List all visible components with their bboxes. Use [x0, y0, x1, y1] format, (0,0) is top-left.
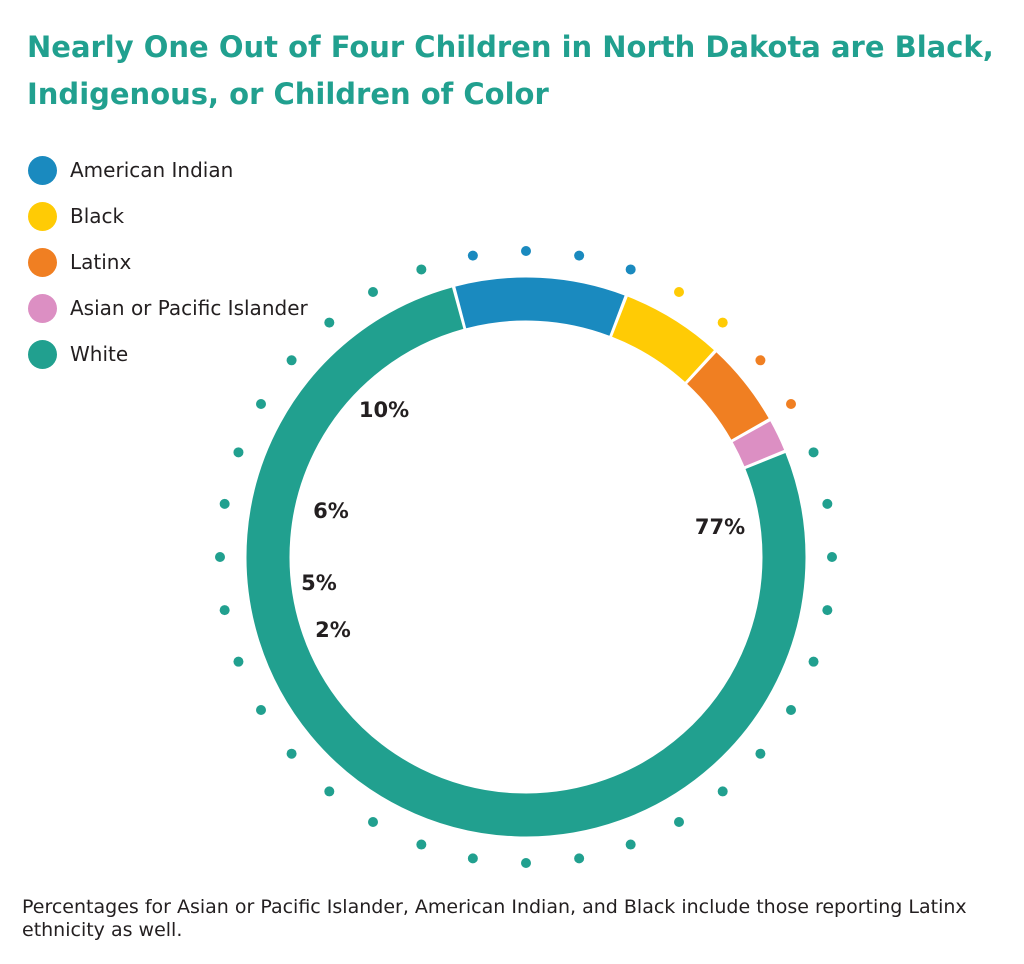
decorative-dot: [215, 552, 225, 562]
decorative-dot: [786, 705, 796, 715]
decorative-dot: [822, 605, 833, 616]
decorative-dot: [286, 355, 297, 366]
legend-label-black: Black: [70, 204, 125, 228]
decorative-dot: [219, 498, 230, 509]
decorative-dot: [256, 399, 266, 409]
decorative-dot: [755, 355, 766, 366]
decorative-dot: [625, 264, 636, 275]
decorative-dot: [574, 250, 585, 261]
legend-label-american-indian: American Indian: [70, 158, 234, 182]
legend-item-white: White: [28, 331, 308, 377]
decorative-dot: [755, 748, 766, 759]
slice-labels: 10% 6% 5% 2% 77%: [301, 398, 745, 642]
legend-swatch-black: [28, 201, 57, 231]
decorative-dot: [233, 656, 244, 667]
donut-slices: [246, 277, 806, 837]
footnote: Percentages for Asian or Pacific Islande…: [22, 896, 967, 941]
slice-asian-or-pacific-islander: [732, 421, 785, 467]
slice-latinx: [686, 352, 769, 441]
legend-swatch-white: [28, 339, 57, 369]
decorative-dot: [324, 317, 335, 328]
decorative-dot: [416, 839, 427, 850]
slice-black: [611, 296, 714, 383]
decorative-dot: [574, 853, 585, 864]
slice-label-asian-pacific-islander: 2%: [315, 618, 351, 642]
decorative-dot: [827, 552, 837, 562]
legend-label-latinx: Latinx: [70, 250, 132, 274]
legend-swatch-american-indian: [28, 155, 57, 185]
decorative-dot-ring: [215, 246, 837, 868]
decorative-dot: [324, 786, 335, 797]
decorative-dot: [717, 317, 728, 328]
decorative-dot: [368, 287, 378, 297]
chart-legend: American Indian Black Latinx Asian or Pa…: [28, 147, 308, 377]
decorative-dot: [625, 839, 636, 850]
decorative-dot: [219, 605, 230, 616]
decorative-dot: [674, 817, 684, 827]
decorative-dot: [786, 399, 796, 409]
legend-item-asian-pacific-islander: Asian or Pacific Islander: [28, 285, 308, 331]
slice-label-american-indian: 10%: [359, 398, 409, 422]
legend-label-asian-pacific-islander: Asian or Pacific Islander: [70, 296, 308, 320]
decorative-dot: [808, 447, 819, 458]
decorative-dot: [467, 250, 478, 261]
decorative-dot: [286, 748, 297, 759]
decorative-dot: [521, 246, 531, 256]
decorative-dot: [368, 817, 378, 827]
slice-american-indian: [455, 277, 625, 336]
slice-label-black: 6%: [313, 499, 349, 523]
chart-title: Nearly One Out of Four Children in North…: [27, 30, 994, 111]
legend-item-black: Black: [28, 193, 308, 239]
decorative-dot: [808, 656, 819, 667]
decorative-dot: [233, 447, 244, 458]
decorative-dot: [674, 287, 684, 297]
decorative-dot: [256, 705, 266, 715]
slice-label-white: 77%: [695, 515, 745, 539]
decorative-dot: [822, 498, 833, 509]
legend-swatch-asian-pacific-islander: [28, 293, 57, 323]
decorative-dot: [467, 853, 478, 864]
legend-swatch-latinx: [28, 247, 57, 277]
slice-white: [246, 287, 806, 837]
legend-label-white: White: [70, 342, 129, 366]
decorative-dot: [717, 786, 728, 797]
slice-label-latinx: 5%: [301, 571, 337, 595]
decorative-dot: [521, 858, 531, 868]
legend-item-latinx: Latinx: [28, 239, 308, 285]
decorative-dot: [416, 264, 427, 275]
legend-item-american-indian: American Indian: [28, 147, 308, 193]
